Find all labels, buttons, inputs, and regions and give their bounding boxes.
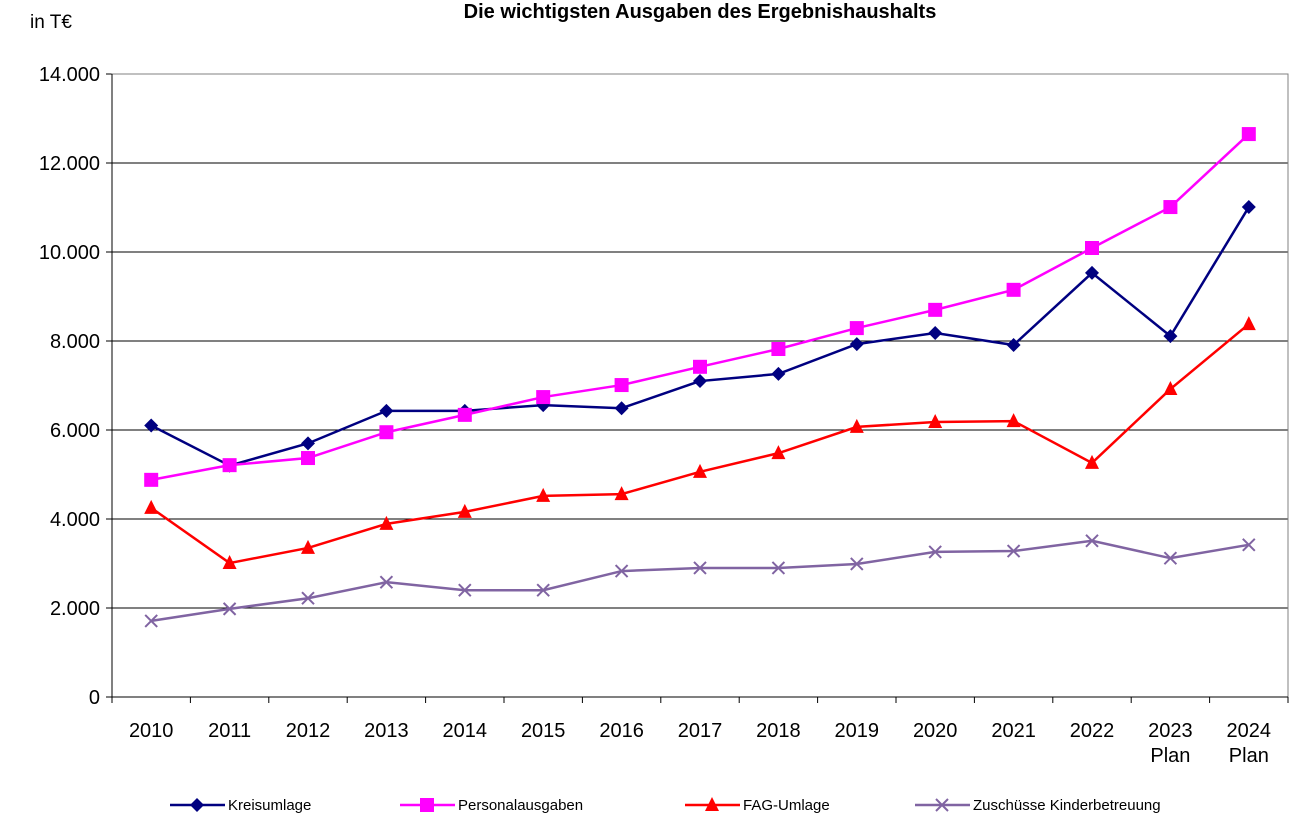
marker <box>928 413 943 428</box>
series-line <box>150 133 1250 482</box>
x-tick-label: 2014 <box>443 720 488 742</box>
x-tick-label: 2011 <box>208 720 251 742</box>
marker <box>379 403 394 418</box>
marker <box>850 557 864 571</box>
marker <box>1085 454 1099 469</box>
marker <box>222 458 237 473</box>
marker <box>614 401 629 416</box>
marker <box>301 451 315 466</box>
marker <box>536 390 551 405</box>
marker <box>144 614 158 628</box>
x-tick-label: 2016 <box>599 720 644 742</box>
y-tick-label: 8.000 <box>50 331 100 353</box>
legend-marker <box>190 798 204 812</box>
marker <box>1085 265 1099 280</box>
y-axis-label: in T€ <box>30 12 72 33</box>
marker <box>1163 200 1178 215</box>
marker <box>1085 240 1099 255</box>
series-line <box>151 539 1250 623</box>
marker <box>536 487 551 502</box>
marker <box>1241 316 1256 331</box>
marker <box>1006 544 1021 558</box>
marker <box>457 407 472 422</box>
marker <box>1163 381 1178 396</box>
marker <box>849 337 864 352</box>
marker <box>457 503 472 518</box>
marker <box>614 486 629 501</box>
legend-label: Zuschüsse Kinderbetreuung <box>973 797 1161 814</box>
legend-label: Kreisumlage <box>228 797 311 814</box>
x-tick-label: 2024 Plan <box>1227 720 1272 767</box>
marker <box>928 545 942 559</box>
marker <box>301 591 315 605</box>
legend-marker <box>420 798 434 812</box>
marker <box>693 359 707 374</box>
legend-label: Personalausgaben <box>458 797 583 814</box>
y-tick-label: 2.000 <box>50 598 100 620</box>
marker <box>771 561 786 575</box>
marker <box>1006 413 1021 428</box>
marker <box>1242 538 1256 552</box>
marker <box>849 321 864 336</box>
marker <box>693 561 707 575</box>
x-tick-label: 2020 <box>913 720 958 742</box>
x-tick-label: 2023 Plan <box>1148 720 1193 767</box>
marker <box>222 555 237 570</box>
y-tick-label: 12.000 <box>39 153 100 175</box>
x-tick-label: 2010 <box>129 720 174 742</box>
marker <box>379 425 394 440</box>
legend-marker <box>935 798 949 812</box>
marker <box>693 463 707 478</box>
y-tick-label: 14.000 <box>39 64 100 86</box>
marker <box>1006 282 1021 297</box>
marker <box>614 564 629 578</box>
x-tick-label: 2021 <box>991 720 1036 742</box>
series-line <box>150 206 1250 467</box>
x-tick-label: 2022 <box>1070 720 1115 742</box>
marker <box>458 583 472 597</box>
marker <box>771 366 786 381</box>
y-tick-label: 10.000 <box>39 242 100 264</box>
marker <box>849 418 864 433</box>
marker <box>222 602 237 616</box>
legend-marker <box>705 797 719 811</box>
marker <box>928 302 943 317</box>
marker <box>614 378 629 393</box>
chart-title: Die wichtigsten Ausgaben des Ergebnishau… <box>464 1 937 23</box>
marker <box>771 445 786 460</box>
marker <box>1163 329 1178 344</box>
marker <box>771 342 786 357</box>
marker <box>301 539 315 554</box>
marker <box>1241 127 1256 142</box>
x-tick-label: 2019 <box>835 720 880 742</box>
marker <box>1085 534 1099 548</box>
y-tick-label: 0 <box>89 687 100 709</box>
marker <box>144 418 159 433</box>
legend-label: FAG-Umlage <box>743 797 830 814</box>
marker <box>144 499 159 514</box>
marker <box>1163 551 1178 565</box>
marker <box>1006 338 1021 353</box>
marker <box>301 436 315 451</box>
y-tick-label: 6.000 <box>50 420 100 442</box>
marker <box>1241 200 1256 215</box>
y-tick-label: 4.000 <box>50 509 100 531</box>
marker <box>536 583 550 597</box>
marker <box>379 515 394 530</box>
x-tick-label: 2017 <box>678 720 723 742</box>
marker <box>144 472 159 487</box>
marker <box>928 325 943 340</box>
x-tick-label: 2013 <box>364 720 409 742</box>
x-tick-label: 2015 <box>521 720 566 742</box>
x-tick-label: 2012 <box>286 720 331 742</box>
x-tick-label: 2018 <box>756 720 801 742</box>
legend: Kreisumlage Personalausgaben FAG-Umlage Zus… <box>170 797 1161 814</box>
marker <box>693 374 707 389</box>
marker <box>379 575 394 589</box>
